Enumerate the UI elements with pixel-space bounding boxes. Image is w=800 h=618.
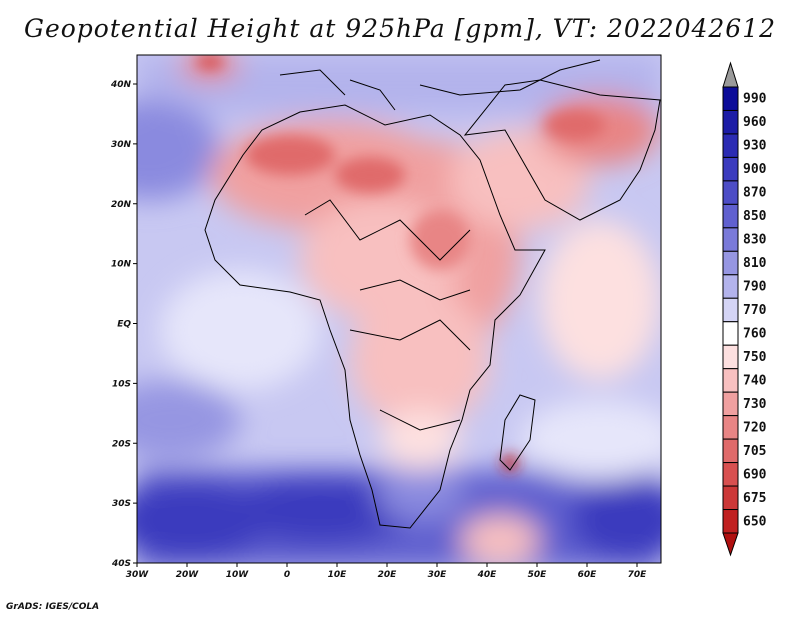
colorbar-label: 675 bbox=[743, 491, 766, 506]
lat-tick-label: 30N bbox=[111, 140, 132, 150]
lat-tick-label: EQ bbox=[117, 320, 131, 330]
colorbar-label: 930 bbox=[743, 139, 767, 154]
colorbar-swatch bbox=[722, 438, 739, 464]
colorbar-swatch bbox=[722, 415, 739, 440]
colorbar-swatch bbox=[722, 462, 739, 487]
colorbar-swatch bbox=[722, 391, 739, 417]
longitude-axis: 30W 20W 10W 0 10E 20E 30E 40E 50E 60E 70E bbox=[126, 563, 647, 580]
colorbar-swatch bbox=[722, 203, 739, 229]
colorbar-label: 650 bbox=[743, 514, 767, 529]
colorbar-label: 960 bbox=[743, 115, 767, 130]
colorbar-swatch bbox=[722, 274, 739, 299]
colorbar-swatch bbox=[722, 133, 739, 158]
colorbar-swatch bbox=[722, 156, 739, 182]
lat-tick-label: 10S bbox=[112, 379, 131, 389]
colorbar-swatch bbox=[722, 368, 739, 393]
lon-tick-label: 30W bbox=[126, 570, 150, 580]
colorbar-swatch bbox=[722, 297, 739, 323]
colorbar-label: 720 bbox=[743, 420, 767, 435]
lat-tick-label: 10N bbox=[111, 260, 132, 270]
colorbar-swatch bbox=[722, 250, 739, 276]
lon-tick-label: 10W bbox=[226, 570, 250, 580]
colorbar-swatch bbox=[722, 344, 739, 370]
colorbar-label: 690 bbox=[743, 467, 767, 482]
coastlines bbox=[204, 59, 661, 529]
colorbar-label: 790 bbox=[743, 280, 767, 295]
latitude-axis: 40N 30N 20N 10N EQ 10S 20S 30S 40S bbox=[110, 80, 137, 569]
credit-label: GrADS: IGES/COLA bbox=[6, 602, 100, 612]
lon-tick-label: 20E bbox=[378, 570, 398, 580]
lat-tick-label: 20S bbox=[112, 439, 131, 449]
colorbar-label: 740 bbox=[743, 373, 767, 388]
lon-tick-label: 40E bbox=[477, 570, 498, 580]
colorbar-swatch bbox=[722, 321, 739, 346]
colorbar-over-arrow bbox=[722, 61, 739, 88]
lon-tick-label: 0 bbox=[284, 570, 290, 580]
lat-tick-label: 40S bbox=[111, 559, 131, 569]
colorbar-label: 830 bbox=[743, 233, 767, 248]
lon-tick-label: 70E bbox=[628, 570, 648, 580]
colorbar-swatch bbox=[722, 109, 739, 135]
lat-tick-label: 30S bbox=[112, 499, 131, 509]
colorbar-swatch bbox=[722, 227, 739, 252]
colorbar-label: 770 bbox=[743, 303, 767, 318]
map-title: Geopotential Height at 925hPa [gpm], VT:… bbox=[23, 14, 777, 43]
lon-tick-label: 30E bbox=[428, 570, 448, 580]
colorbar-label: 850 bbox=[743, 209, 767, 224]
lon-tick-label: 60E bbox=[578, 570, 598, 580]
colorbar-swatch bbox=[722, 509, 739, 534]
colorbar-label: 750 bbox=[743, 350, 767, 365]
colorbar-swatch bbox=[722, 485, 739, 511]
lon-tick-label: 50E bbox=[528, 570, 548, 580]
colorbar-swatch bbox=[722, 180, 739, 205]
lat-tick-label: 20N bbox=[111, 200, 132, 210]
colorbar-label: 990 bbox=[743, 92, 767, 107]
colorbar-under-arrow bbox=[722, 532, 739, 557]
lon-tick-label: 10E bbox=[328, 570, 348, 580]
height-field bbox=[137, 55, 661, 563]
colorbar-label: 870 bbox=[743, 186, 767, 201]
colorbar-label: 810 bbox=[743, 256, 767, 271]
lon-tick-label: 20W bbox=[176, 570, 200, 580]
lat-tick-label: 40N bbox=[110, 80, 132, 90]
colorbar-label: 730 bbox=[743, 397, 767, 412]
colorbar: 990 960 930 900 870 850 830 810 790 770 760 750 740 7… bbox=[722, 61, 767, 557]
colorbar-label: 900 bbox=[743, 162, 767, 177]
colorbar-label: 705 bbox=[743, 444, 766, 459]
colorbar-label: 760 bbox=[743, 326, 767, 341]
colorbar-swatch bbox=[722, 86, 739, 111]
plot-frame bbox=[136, 54, 662, 564]
